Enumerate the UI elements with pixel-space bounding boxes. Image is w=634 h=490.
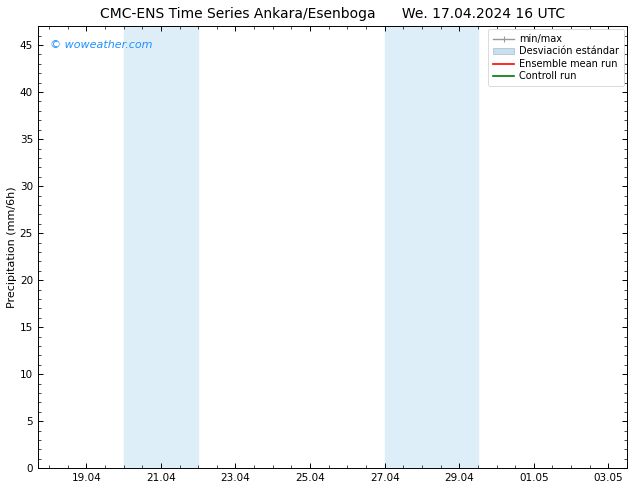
Y-axis label: Precipitation (mm/6h): Precipitation (mm/6h) [7, 186, 17, 308]
Title: CMC-ENS Time Series Ankara/Esenboga      We. 17.04.2024 16 UTC: CMC-ENS Time Series Ankara/Esenboga We. … [100, 7, 565, 21]
Legend: min/max, Desviación estándar, Ensemble mean run, Controll run: min/max, Desviación estándar, Ensemble m… [488, 29, 624, 86]
Bar [385, 26, 413, 468]
Bar [124, 26, 198, 468]
Text: © woweather.com: © woweather.com [49, 40, 152, 49]
Bar [413, 26, 478, 468]
